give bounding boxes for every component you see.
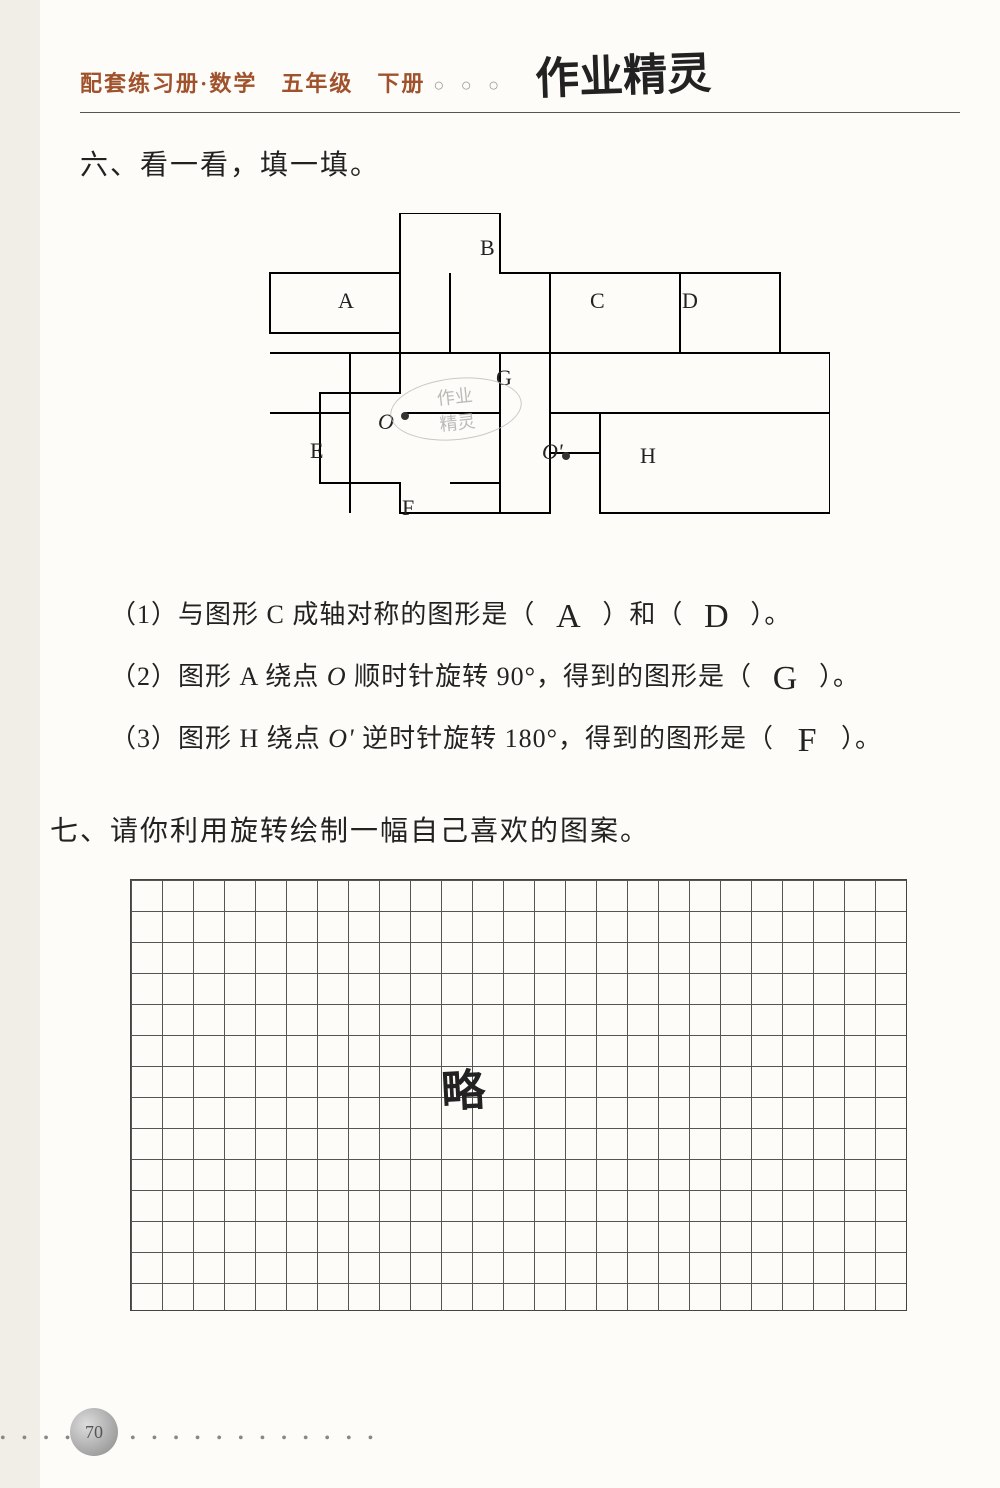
q2-prefix: （2）图形 A 绕点 <box>110 662 327 691</box>
geometry-figure: A B C D E F G H O O' 作业 精灵 <box>210 213 830 543</box>
label-b: B <box>480 235 495 261</box>
header-circles: ○ ○ ○ <box>433 75 505 96</box>
label-d: D <box>682 288 698 314</box>
label-h: H <box>640 443 656 469</box>
page-number: 70 <box>70 1408 118 1456</box>
stamp-line1: 作业 <box>435 381 474 411</box>
q3-answer: F <box>782 711 834 771</box>
drawing-grid: 略 <box>130 879 907 1311</box>
label-f: F <box>402 495 414 521</box>
q3-suffix: ）。 <box>841 724 882 753</box>
footer-dots-right: • • • • • • • • • • • • <box>130 1430 379 1448</box>
q1-mid: ）和（ <box>602 600 683 629</box>
book-subtitle: 配套练习册·数学 五年级 下册 <box>80 66 425 98</box>
q2-point: O <box>327 662 347 691</box>
figure-svg <box>210 213 830 543</box>
q1-answer2: D <box>691 587 743 647</box>
figure-wrap: A B C D E F G H O O' 作业 精灵 <box>210 213 830 543</box>
stamp-line2: 精灵 <box>438 407 477 437</box>
label-a: A <box>338 288 354 314</box>
section7-title: 七、请你利用旋转绘制一幅自己喜欢的图案。 <box>50 809 960 849</box>
q1-suffix: ）。 <box>750 600 791 629</box>
q1-prefix: （1）与图形 C 成轴对称的图形是（ <box>110 600 535 629</box>
page-number-text: 70 <box>85 1422 103 1443</box>
point-op <box>562 452 570 460</box>
q3-prefix: （3）图形 H 绕点 <box>110 724 328 753</box>
workbook-page: 配套练习册·数学 五年级 下册 ○ ○ ○ 作业精灵 六、看一看，填一填。 <box>0 0 1000 1488</box>
q3-mid: 逆时针旋转 180°，得到的图形是（ <box>362 724 774 753</box>
q2-mid: 顺时针旋转 90°，得到的图形是（ <box>354 662 752 691</box>
content-area: 配套练习册·数学 五年级 下册 ○ ○ ○ 作业精灵 六、看一看，填一填。 <box>80 40 960 1311</box>
q1-answer1: A <box>543 587 595 647</box>
section6-questions: （1）与图形 C 成轴对称的图形是（ A ）和（ D ）。 （2）图形 A 绕点… <box>110 583 960 769</box>
page-footer: • • • • • 70 • • • • • • • • • • • • <box>0 1408 600 1448</box>
drawing-grid-wrap: 略 <box>130 879 960 1311</box>
q2-suffix: ）。 <box>819 662 860 691</box>
section6-title: 六、看一看，填一填。 <box>80 143 960 183</box>
page-header: 配套练习册·数学 五年级 下册 ○ ○ ○ 作业精灵 <box>80 40 960 113</box>
grid-note: 略 <box>439 1054 486 1120</box>
header-handwriting: 作业精灵 <box>534 37 712 107</box>
q3-point: O' <box>328 724 354 753</box>
question-3: （3）图形 H 绕点 O' 逆时针旋转 180°，得到的图形是（ F ）。 <box>110 707 960 769</box>
question-1: （1）与图形 C 成轴对称的图形是（ A ）和（ D ）。 <box>110 583 960 645</box>
label-op: O' <box>542 439 563 465</box>
q2-answer: G <box>760 649 812 709</box>
question-2: （2）图形 A 绕点 O 顺时针旋转 90°，得到的图形是（ G ）。 <box>110 645 960 707</box>
label-c: C <box>590 288 605 314</box>
label-e: E <box>310 438 323 464</box>
